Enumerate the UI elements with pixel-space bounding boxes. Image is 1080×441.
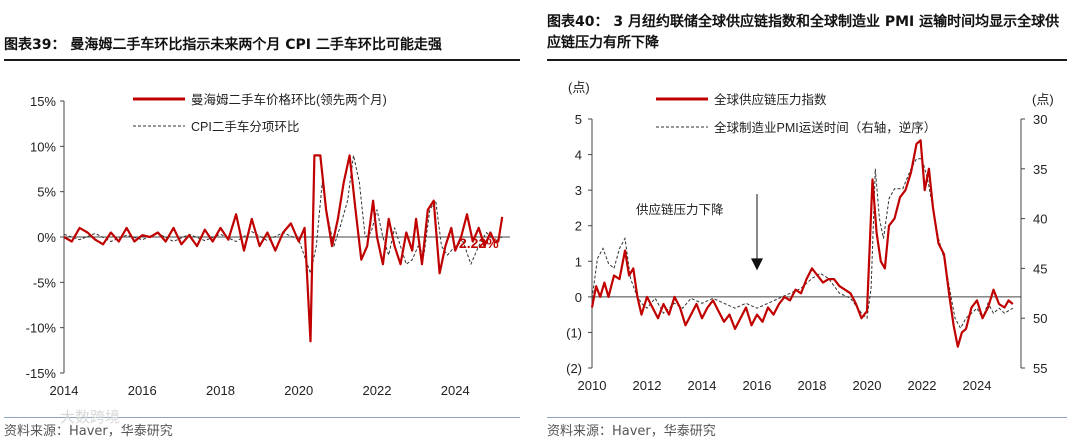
left-y-tick-label: -10% xyxy=(26,321,57,336)
left-chart-title: 图表39： 曼海姆二手车环比指示未来两个月 CPI 二手车环比可能走强 xyxy=(4,37,442,53)
right-y2-tick-label: 35 xyxy=(1033,162,1047,177)
left-x-tick-label: 2014 xyxy=(50,383,79,398)
right-legend-label-pmi: 全球制造业PMI运送时间（右轴，逆序） xyxy=(714,120,936,135)
right-x-tick-label: 2010 xyxy=(578,378,607,393)
left-x-tick-label: 2022 xyxy=(363,383,392,398)
left-source-rule xyxy=(4,417,520,418)
right-y-tick-label: 5 xyxy=(575,112,582,127)
manheim-series-line xyxy=(63,154,504,343)
right-x-tick-label: 2022 xyxy=(908,378,937,393)
right-x-tick-label: 2016 xyxy=(743,378,772,393)
right-x-tick-label: 2020 xyxy=(853,378,882,393)
right-y-tick-label: 1 xyxy=(575,254,582,269)
left-panel: 图表39： 曼海姆二手车环比指示未来两个月 CPI 二手车环比可能走强 15% 1… xyxy=(0,0,528,441)
right-y-tick-label: 2 xyxy=(575,219,582,234)
left-x-tick-label: 2016 xyxy=(128,383,157,398)
right-left-unit: (点) xyxy=(568,80,590,95)
right-source-rule xyxy=(547,417,1067,418)
right-y-tick-label: (2) xyxy=(566,361,582,376)
left-y-tick-label: -15% xyxy=(26,366,57,381)
right-y2-tick-label: 55 xyxy=(1033,361,1047,376)
left-x-tick-label: 2018 xyxy=(206,383,235,398)
right-y2-tick-label: 45 xyxy=(1033,261,1047,276)
left-y-tick-label: 10% xyxy=(30,139,56,154)
watermark: 大数跨境 xyxy=(60,408,121,426)
left-x-tick-label: 2024 xyxy=(441,383,470,398)
left-x-tick-label: 2020 xyxy=(284,383,313,398)
left-legend-label-manheim: 曼海姆二手车价格环比(领先两个月) xyxy=(191,92,387,107)
right-y-tick-label: 3 xyxy=(575,183,582,198)
right-title-rule xyxy=(547,59,1067,61)
right-x-tick-label: 2018 xyxy=(798,378,827,393)
right-y-tick-label: (1) xyxy=(566,325,582,340)
left-legend-label-cpi: CPI二手车分项环比 xyxy=(191,119,299,134)
left-source: 资料来源：Haver，华泰研究 xyxy=(4,424,173,439)
right-y-tick-label: 0 xyxy=(575,290,582,305)
right-y2-tick-label: 50 xyxy=(1033,311,1047,326)
right-x-tick-label: 2024 xyxy=(963,378,992,393)
right-source: 资料来源：Haver，华泰研究 xyxy=(547,424,716,439)
gscpi-series-line xyxy=(590,139,1014,348)
right-panel: 图表40： 3 月纽约联储全球供应链指数和全球制造业 PMI 运输时间均显示全球… xyxy=(544,0,1080,441)
right-right-unit: (点) xyxy=(1032,92,1054,107)
latest-value-label: 2.22% xyxy=(459,235,499,251)
right-legend-label-gscpi: 全球供应链压力指数 xyxy=(714,92,827,107)
right-x-tick-label: 2014 xyxy=(688,378,717,393)
left-chart: 15% 10% 5% 0% -5% -10% -15% 2014 2016 2018 2020 202… xyxy=(26,92,510,398)
right-x-tick-label: 2012 xyxy=(633,378,662,393)
left-y-tick-label: -5% xyxy=(33,275,57,290)
left-y-tick-label: 0% xyxy=(37,230,56,245)
annotation-arrow-head xyxy=(751,258,763,271)
pmi-delivery-series-line xyxy=(591,158,1014,330)
supply-pressure-annotation: 供应链压力下降 xyxy=(636,202,724,217)
left-y-tick-label: 5% xyxy=(37,185,56,200)
right-y2-tick-label: 30 xyxy=(1033,112,1047,127)
cpi-used-car-series-line xyxy=(63,154,503,274)
right-y-tick-label: 4 xyxy=(575,148,582,163)
left-title-rule xyxy=(4,59,520,61)
right-chart: (点) (点) 5 4 3 2 1 0 (1) (2) 30 35 40 45 50 55 2010 2012 20… xyxy=(566,80,1054,393)
right-chart-title: 图表40： 3 月纽约联储全球供应链指数和全球制造业 PMI 运输时间均显示全球… xyxy=(547,14,1060,51)
right-y2-tick-label: 40 xyxy=(1033,212,1047,227)
left-y-tick-label: 15% xyxy=(30,94,56,109)
